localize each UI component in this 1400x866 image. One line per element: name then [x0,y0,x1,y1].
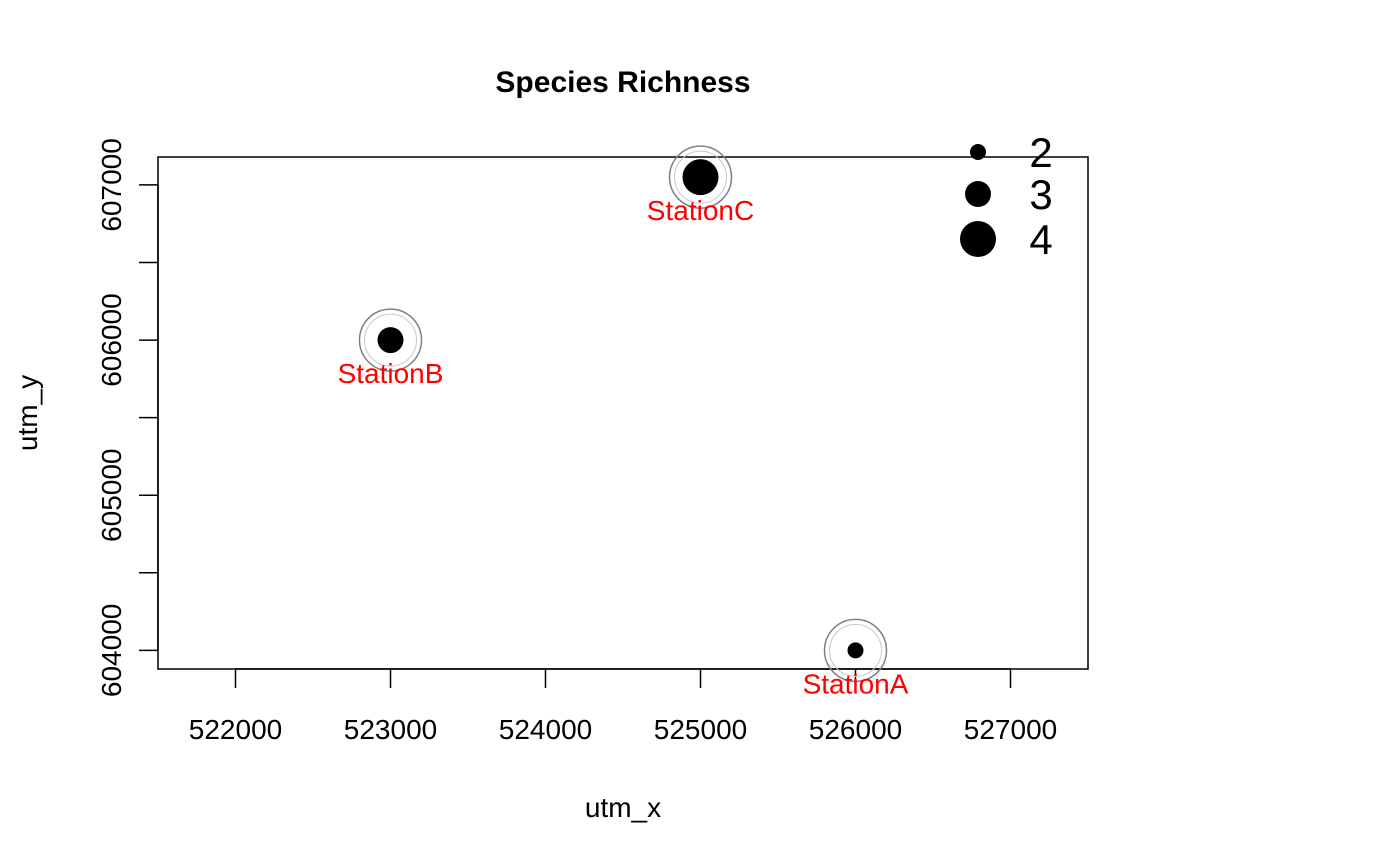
data-point [847,642,864,659]
data-point [377,327,404,354]
chart-title: Species Richness [495,66,750,99]
legend-marker [965,181,991,207]
point-halo [823,618,888,683]
legend-label: 2 [1029,129,1052,176]
point-halo [668,145,733,209]
point-halo [358,308,423,372]
point-halo-inner [364,313,417,367]
data-point [682,159,719,196]
y-tick-label: 606000 [96,293,127,386]
x-tick-label: 527000 [964,714,1057,745]
y-axis: 604000 605000 606000 607000 [96,138,159,697]
x-tick-label: 525000 [654,714,747,745]
y-axis-label: utm_y [12,375,43,451]
plot-frame [157,156,1089,670]
point-halo-inner [674,150,727,204]
legend-marker [970,144,986,160]
y-tick-label: 605000 [96,449,127,542]
point-halo-inner [829,623,882,677]
data-points: StationA StationB StationC [338,145,909,699]
x-tick-label: 524000 [499,714,592,745]
y-tick-label: 607000 [96,138,127,231]
x-axis-label: utm_x [585,792,661,823]
x-tick-label: 522000 [189,714,282,745]
legend: 234 [960,129,1053,263]
y-tick-label: 604000 [96,604,127,697]
x-tick-label: 523000 [344,714,437,745]
legend-label: 4 [1029,216,1052,263]
x-tick-label: 526000 [809,714,902,745]
legend-label: 3 [1029,171,1052,218]
point-label: StationB [338,358,444,389]
point-label: StationC [647,195,754,226]
point-label: StationA [803,668,909,699]
legend-marker [960,221,996,257]
x-axis: 522000 523000 524000 525000 526000 527000 [189,668,1057,745]
